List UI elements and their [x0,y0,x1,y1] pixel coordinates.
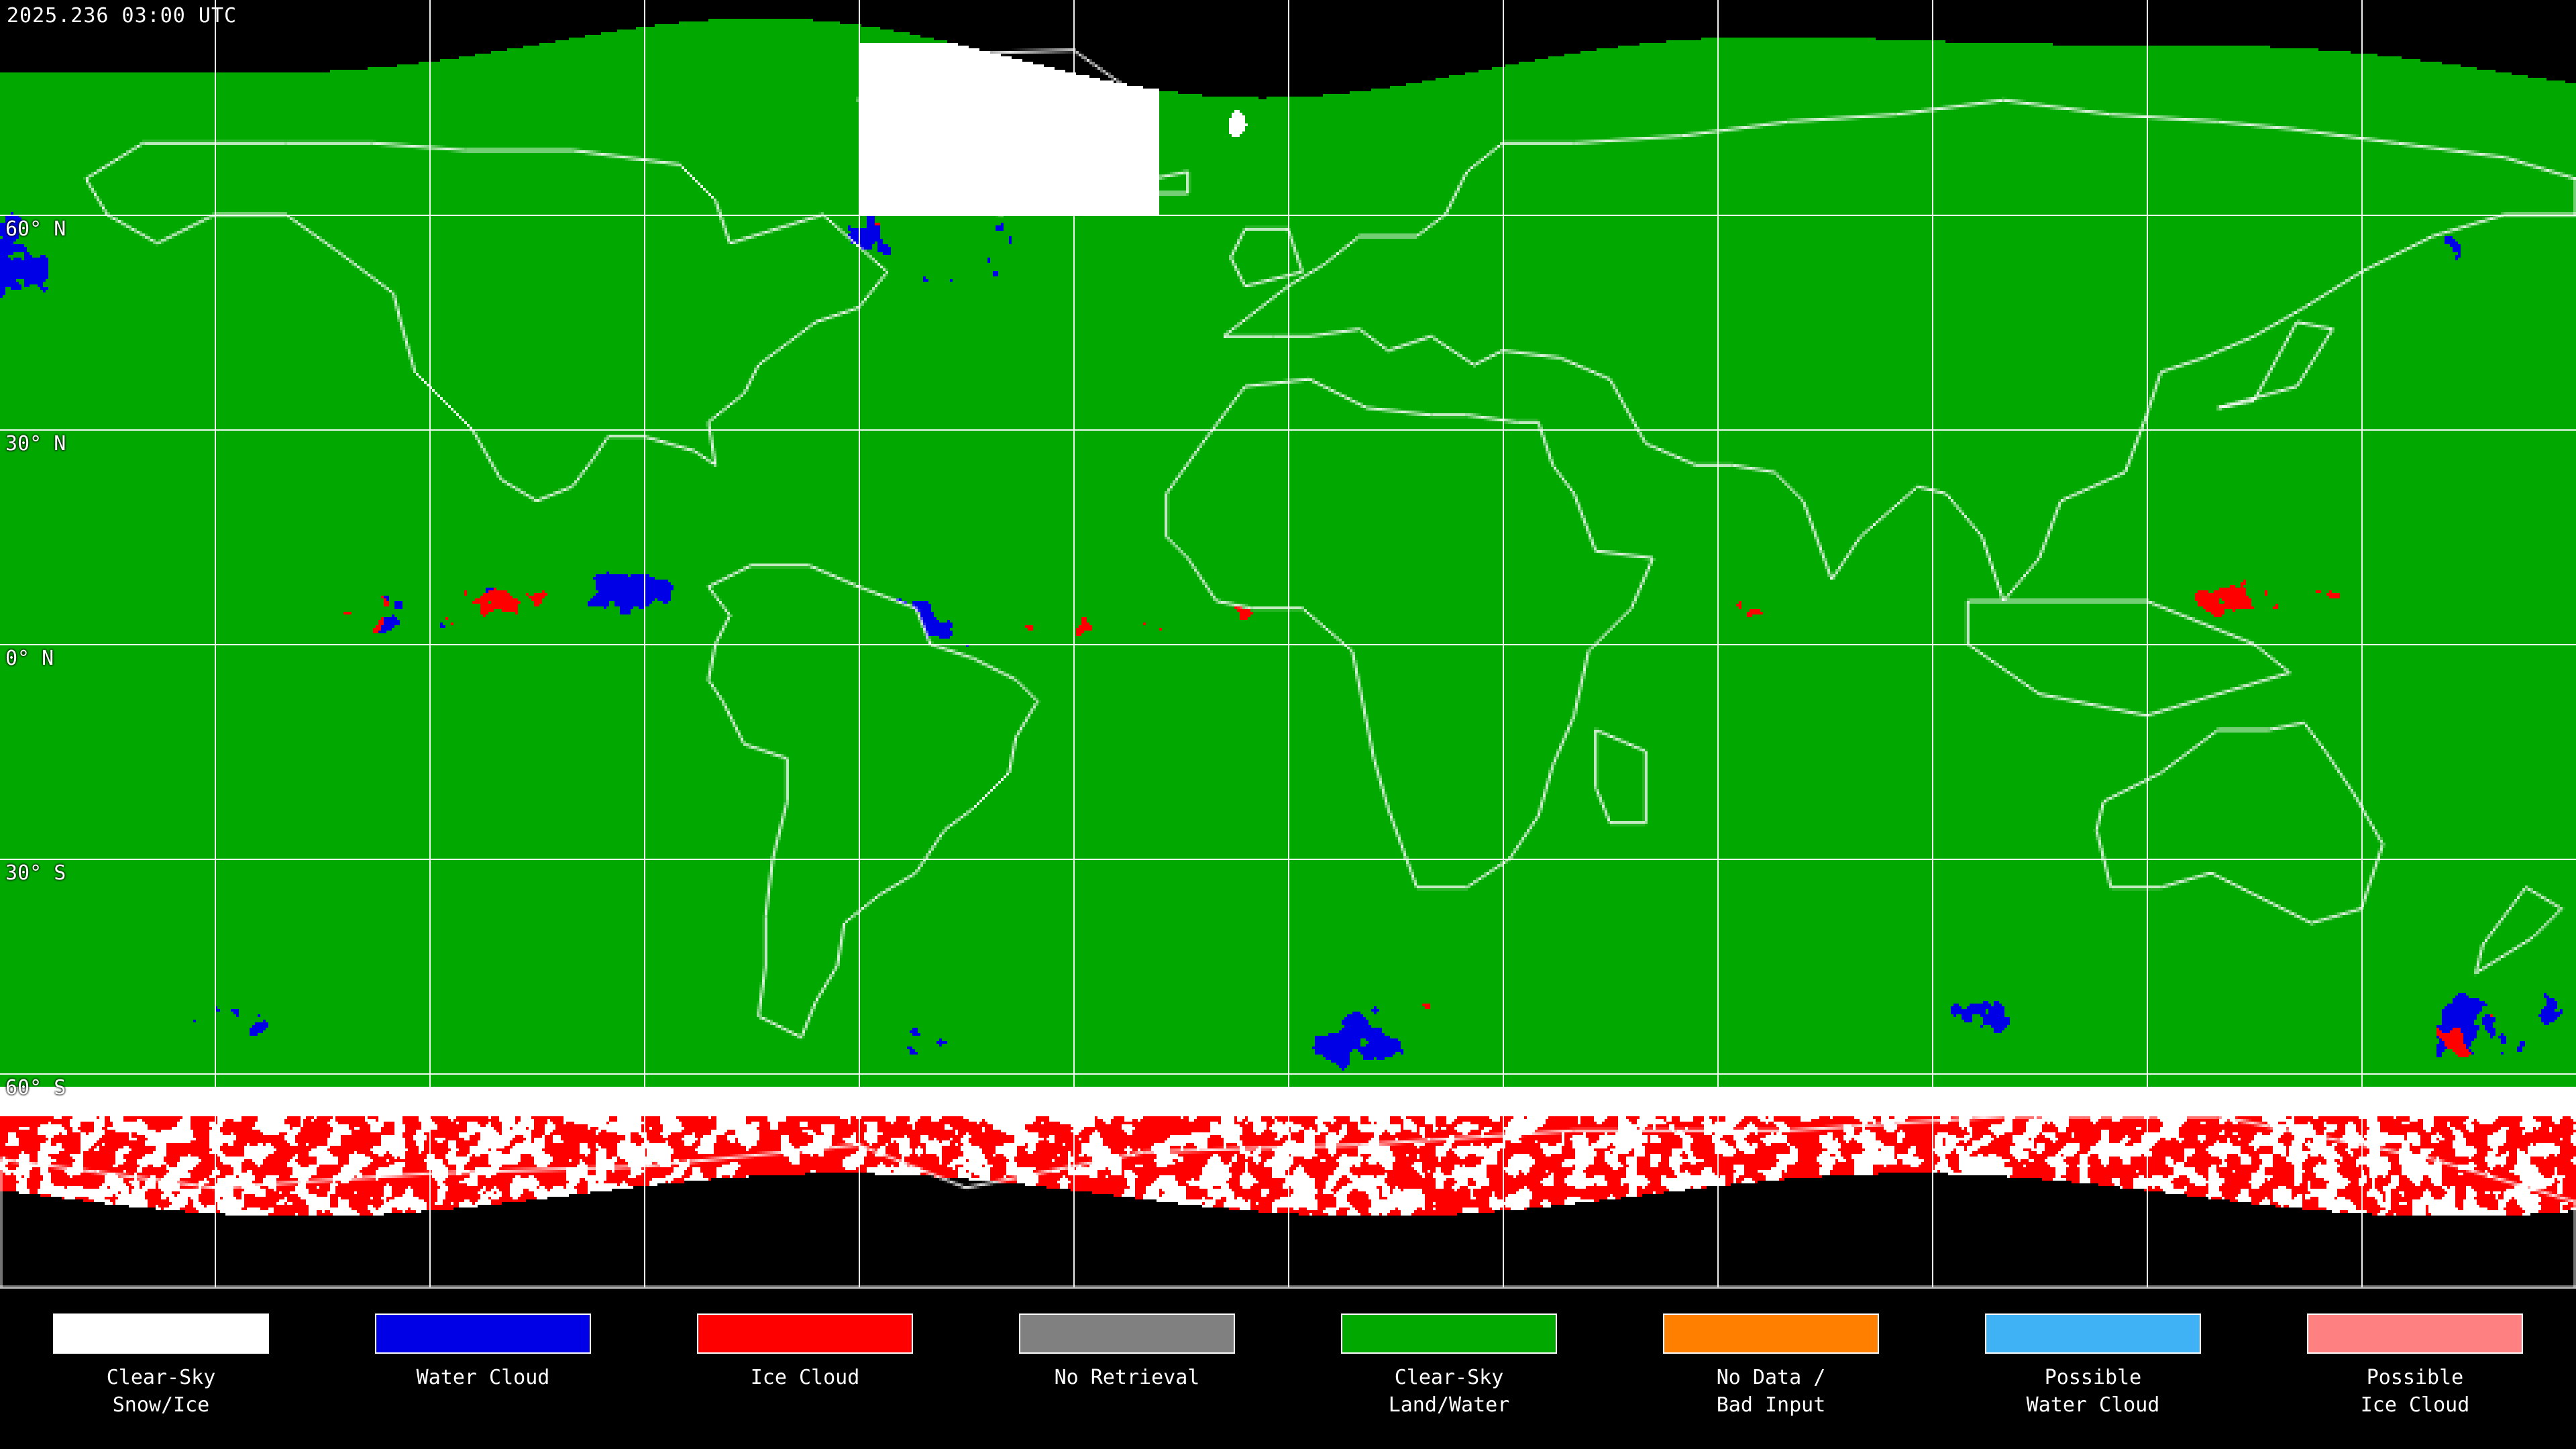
latitude-label: 60° S [5,1076,66,1099]
swatch-fill [1664,1315,1878,1352]
legend-label-clear-sky-snow-ice: Clear-Sky Snow/Ice [106,1366,216,1417]
legend-item-ice-cloud: Ice Cloud [644,1289,966,1449]
legend-item-clear-sky-snow-ice: Clear-Sky Snow/Ice [0,1289,322,1449]
map-panel: 60° N 30° N 0° N 30° S 60° S 2025.236 03:00 … [0,0,2576,1288]
swatch-fill [1342,1315,1556,1352]
legend-label-no-data-bad-input: No Data / Bad Input [1716,1366,1826,1417]
swatch-fill [1020,1315,1234,1352]
legend-label-water-cloud: Water Cloud [416,1366,550,1389]
parallel-line [0,215,2576,216]
legend-item-possible-ice-cloud: Possible Ice Cloud [2254,1289,2576,1449]
latitude-label: 30° N [5,432,66,455]
panel-separator [0,1287,2576,1289]
latitude-label: 30° S [5,861,66,885]
legend-swatch-possible-ice-cloud [2307,1313,2523,1354]
legend-item-possible-water-cloud: Possible Water Cloud [1932,1289,2254,1449]
legend-swatch-no-retrieval [1019,1313,1235,1354]
timestamp-label: 2025.236 03:00 UTC [7,4,237,28]
legend-bar: Clear-Sky Snow/Ice Water Cloud Ice Cloud No… [0,1289,2576,1449]
legend-item-clear-sky-land-water: Clear-Sky Land/Water [1288,1289,1610,1449]
swatch-fill [1986,1315,2200,1352]
parallel-line [0,859,2576,860]
parallel-line [0,644,2576,645]
legend-swatch-clear-sky-snow-ice [53,1313,269,1354]
legend-label-clear-sky-land-water: Clear-Sky Land/Water [1388,1366,1510,1417]
swatch-fill [376,1315,590,1352]
legend-swatch-no-data-bad-input [1663,1313,1879,1354]
latitude-label: 60° N [5,217,66,241]
parallel-line [0,1073,2576,1075]
legend-label-possible-ice-cloud: Possible Ice Cloud [2360,1366,2470,1417]
latitude-label: 0° N [5,647,54,670]
legend-item-no-retrieval: No Retrieval [966,1289,1288,1449]
legend-label-no-retrieval: No Retrieval [1054,1366,1200,1389]
legend-swatch-clear-sky-land-water [1341,1313,1557,1354]
swatch-fill [698,1315,912,1352]
legend-swatch-water-cloud [375,1313,591,1354]
legend-swatch-possible-water-cloud [1985,1313,2201,1354]
legend-label-ice-cloud: Ice Cloud [750,1366,860,1389]
legend-label-possible-water-cloud: Possible Water Cloud [2026,1366,2160,1417]
legend-item-no-data-bad-input: No Data / Bad Input [1610,1289,1932,1449]
parallel-line [0,429,2576,431]
swatch-fill [54,1315,268,1352]
legend-swatch-ice-cloud [697,1313,913,1354]
swatch-fill [2308,1315,2522,1352]
legend-item-water-cloud: Water Cloud [322,1289,644,1449]
